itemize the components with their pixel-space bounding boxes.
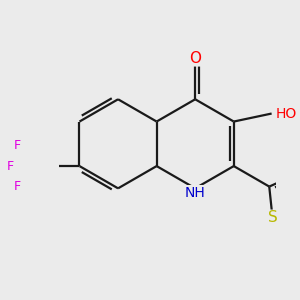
Text: HO: HO [276,106,297,121]
Text: S: S [268,210,278,225]
Text: F: F [14,139,21,152]
Text: NH: NH [185,186,206,200]
Text: O: O [189,51,201,66]
Text: F: F [14,180,21,193]
Text: F: F [6,160,14,172]
